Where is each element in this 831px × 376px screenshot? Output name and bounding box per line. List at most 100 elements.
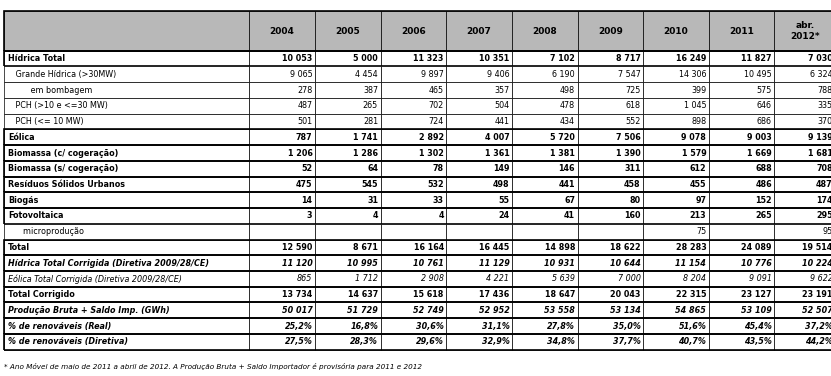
Text: 18 622: 18 622 xyxy=(610,243,641,252)
Text: 34,8%: 34,8% xyxy=(547,337,575,346)
Text: 552: 552 xyxy=(625,117,641,126)
Bar xyxy=(249,51,315,67)
Text: Grande Hídrica (>30MW): Grande Hídrica (>30MW) xyxy=(8,70,116,79)
Bar xyxy=(4,11,831,51)
Text: 8 204: 8 204 xyxy=(683,274,706,284)
Text: Resíduos Sólidos Urbanos: Resíduos Sólidos Urbanos xyxy=(8,180,125,189)
Bar xyxy=(709,145,774,161)
Text: 487: 487 xyxy=(297,101,312,110)
Bar xyxy=(4,145,831,161)
Bar xyxy=(578,208,643,224)
Bar xyxy=(381,177,446,193)
Text: 12 590: 12 590 xyxy=(282,243,312,252)
Bar xyxy=(446,82,512,98)
Bar xyxy=(512,98,578,114)
Text: 575: 575 xyxy=(756,86,772,95)
Text: 618: 618 xyxy=(626,101,641,110)
Bar xyxy=(774,302,831,318)
Bar xyxy=(315,334,381,350)
Text: 23 127: 23 127 xyxy=(741,290,772,299)
Bar xyxy=(512,129,578,145)
Bar xyxy=(4,287,831,302)
Bar xyxy=(4,208,249,224)
Text: 370: 370 xyxy=(818,117,831,126)
Text: 14 306: 14 306 xyxy=(679,70,706,79)
Bar xyxy=(249,114,315,129)
Bar xyxy=(446,255,512,271)
Bar xyxy=(381,302,446,318)
Text: 865: 865 xyxy=(297,274,312,284)
Bar xyxy=(381,82,446,98)
Bar xyxy=(4,193,831,208)
Text: abr.
2012*: abr. 2012* xyxy=(790,21,819,41)
Text: 10 495: 10 495 xyxy=(745,70,772,79)
Bar xyxy=(578,255,643,271)
Bar xyxy=(709,255,774,271)
Bar xyxy=(446,145,512,161)
Text: 28 283: 28 283 xyxy=(676,243,706,252)
Text: 10 761: 10 761 xyxy=(413,259,444,268)
Text: 9 078: 9 078 xyxy=(681,133,706,142)
Text: 441: 441 xyxy=(558,180,575,189)
Text: 10 053: 10 053 xyxy=(283,54,312,63)
Bar xyxy=(249,208,315,224)
Text: 1 286: 1 286 xyxy=(353,149,378,158)
Bar xyxy=(249,145,315,161)
Bar xyxy=(4,145,249,161)
Bar xyxy=(774,145,831,161)
Text: Total: Total xyxy=(8,243,31,252)
Bar xyxy=(446,271,512,287)
Bar xyxy=(709,67,774,82)
Bar xyxy=(4,51,831,67)
Bar xyxy=(315,98,381,114)
Text: * Ano Móvel de maio de 2011 a abril de 2012. A Produção Bruta + Saldo Importador: * Ano Móvel de maio de 2011 a abril de 2… xyxy=(4,363,422,370)
Text: 1 669: 1 669 xyxy=(747,149,772,158)
Text: 51,6%: 51,6% xyxy=(678,321,706,331)
Text: 1 381: 1 381 xyxy=(550,149,575,158)
Bar xyxy=(709,98,774,114)
Bar xyxy=(774,51,831,67)
Text: Biogás: Biogás xyxy=(8,196,39,205)
Text: 28,3%: 28,3% xyxy=(350,337,378,346)
Bar xyxy=(643,67,709,82)
Text: 14 898: 14 898 xyxy=(544,243,575,252)
Bar xyxy=(512,114,578,129)
Bar xyxy=(315,287,381,302)
Text: 487: 487 xyxy=(816,180,831,189)
Bar xyxy=(4,302,249,318)
Text: 31: 31 xyxy=(367,196,378,205)
Bar xyxy=(709,193,774,208)
Bar xyxy=(512,67,578,82)
Bar xyxy=(578,177,643,193)
Bar xyxy=(4,98,249,114)
Text: 10 776: 10 776 xyxy=(741,259,772,268)
Bar xyxy=(4,255,831,271)
Bar xyxy=(709,302,774,318)
Bar xyxy=(381,161,446,177)
Bar xyxy=(446,114,512,129)
Text: 465: 465 xyxy=(429,86,444,95)
Bar xyxy=(249,255,315,271)
Text: 16 164: 16 164 xyxy=(414,243,444,252)
Text: 7 547: 7 547 xyxy=(617,70,641,79)
Text: 43,5%: 43,5% xyxy=(744,337,772,346)
Bar xyxy=(578,129,643,145)
Bar xyxy=(4,177,831,193)
Bar xyxy=(774,82,831,98)
Text: PCH (>10 e <=30 MW): PCH (>10 e <=30 MW) xyxy=(8,101,108,110)
Text: 80: 80 xyxy=(630,196,641,205)
Bar xyxy=(4,271,831,287)
Text: 78: 78 xyxy=(433,164,444,173)
Text: 1 361: 1 361 xyxy=(484,149,509,158)
Bar xyxy=(512,334,578,350)
Bar xyxy=(4,129,249,145)
Text: 14: 14 xyxy=(302,196,312,205)
Bar xyxy=(381,145,446,161)
Text: 498: 498 xyxy=(560,86,575,95)
Text: % de renováveis (Real): % de renováveis (Real) xyxy=(8,321,111,331)
Text: 37,2%: 37,2% xyxy=(804,321,831,331)
Text: 708: 708 xyxy=(816,164,831,173)
Text: 1 579: 1 579 xyxy=(681,149,706,158)
Text: 5 000: 5 000 xyxy=(353,54,378,63)
Text: 160: 160 xyxy=(624,211,641,220)
